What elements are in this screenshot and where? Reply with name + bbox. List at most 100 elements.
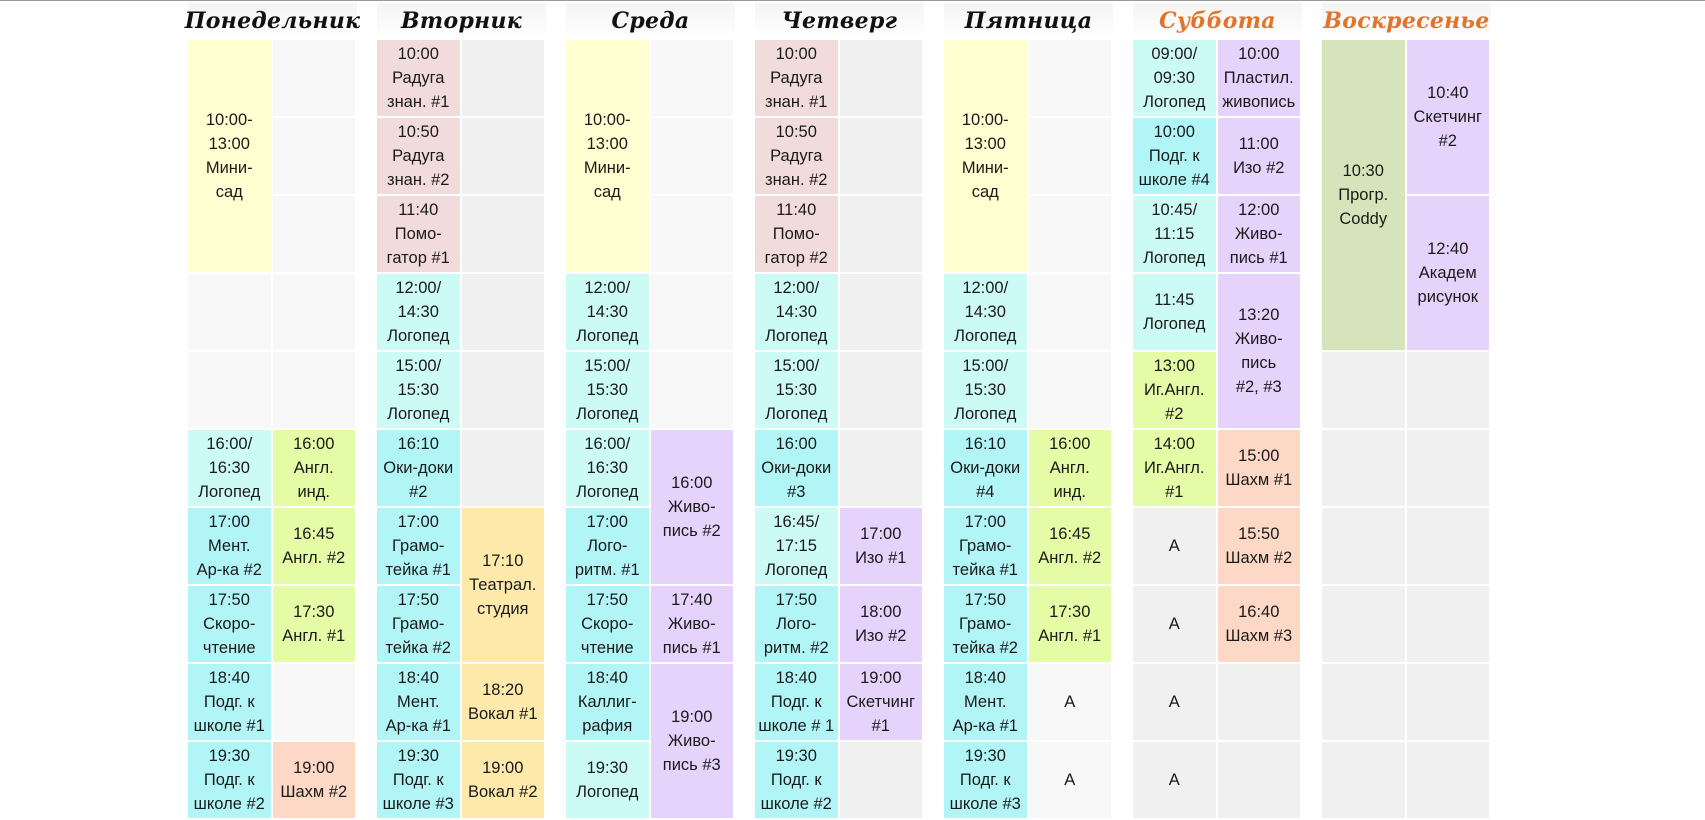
day-header: Вторник bbox=[377, 3, 546, 38]
empty-cell bbox=[1217, 742, 1302, 820]
schedule-cell: 10:00- 13:00 Мини- сад bbox=[188, 40, 273, 274]
empty-cell bbox=[650, 118, 735, 196]
day-header: Четверг bbox=[755, 3, 924, 38]
schedule-cell: 16:10 Оки-доки #2 bbox=[377, 430, 462, 508]
empty-cell bbox=[839, 196, 924, 274]
empty-cell bbox=[1322, 664, 1407, 742]
day-header: Пятница bbox=[944, 3, 1113, 38]
schedule-cell: 18:20 Вокал #1 bbox=[461, 664, 546, 742]
schedule-cell: 16:00 Англ. инд. bbox=[1028, 430, 1113, 508]
empty-cell bbox=[1406, 352, 1491, 430]
schedule-cell: 10:50 Радуга знан. #2 bbox=[755, 118, 840, 196]
empty-cell bbox=[839, 352, 924, 430]
schedule-cell: 17:50 Лого- ритм. #2 bbox=[755, 586, 840, 664]
schedule-cell: А bbox=[1133, 664, 1218, 742]
empty-cell bbox=[461, 118, 546, 196]
schedule-cell: 17:50 Скоро- чтение bbox=[566, 586, 651, 664]
schedule-cell: 19:30 Логопед bbox=[566, 742, 651, 820]
empty-cell bbox=[1406, 664, 1491, 742]
empty-cell bbox=[839, 430, 924, 508]
empty-cell bbox=[1028, 118, 1113, 196]
empty-cell bbox=[1217, 664, 1302, 742]
schedule-cell: 18:40 Мент. Ар-ка #1 bbox=[377, 664, 462, 742]
schedule-cell: 12:40 Академ рисунок bbox=[1406, 196, 1491, 352]
schedule-cell: 16:00 Англ. инд. bbox=[272, 430, 357, 508]
empty-cell bbox=[1406, 508, 1491, 586]
empty-cell bbox=[272, 664, 357, 742]
schedule-cell: 16:10 Оки-доки #4 bbox=[944, 430, 1029, 508]
schedule-cell: 15:00/ 15:30 Логопед bbox=[944, 352, 1029, 430]
schedule-cell: 10:00 Подг. к школе #4 bbox=[1133, 118, 1218, 196]
schedule-cell: 10:00- 13:00 Мини- сад bbox=[566, 40, 651, 274]
empty-cell bbox=[1322, 742, 1407, 820]
schedule-cell: 10:00- 13:00 Мини- сад bbox=[944, 40, 1029, 274]
schedule-cell: 16:00 Оки-доки #3 bbox=[755, 430, 840, 508]
schedule-cell: 11:00 Изо #2 bbox=[1217, 118, 1302, 196]
empty-cell bbox=[1322, 352, 1407, 430]
empty-cell bbox=[1406, 430, 1491, 508]
schedule-cell: 17:30 Англ. #1 bbox=[272, 586, 357, 664]
schedule-cell: 09:00/ 09:30 Логопед bbox=[1133, 40, 1218, 118]
empty-cell bbox=[272, 196, 357, 274]
empty-cell bbox=[1028, 196, 1113, 274]
schedule-cell: 17:00 Мент. Ар-ка #2 bbox=[188, 508, 273, 586]
schedule-cell: 17:30 Англ. #1 bbox=[1028, 586, 1113, 664]
empty-cell bbox=[461, 274, 546, 352]
empty-cell bbox=[272, 274, 357, 352]
schedule-cell: А bbox=[1133, 508, 1218, 586]
empty-cell bbox=[461, 430, 546, 508]
schedule-cell: 11:40 Помо- гатор #2 bbox=[755, 196, 840, 274]
empty-cell bbox=[650, 40, 735, 118]
schedule-cell: 19:30 Подг. к школе #3 bbox=[944, 742, 1029, 820]
schedule-cell: 10:00 Пластил. живопись bbox=[1217, 40, 1302, 118]
empty-cell bbox=[188, 274, 273, 352]
schedule-cell: 10:00 Радуга знан. #1 bbox=[755, 40, 840, 118]
empty-cell bbox=[1322, 508, 1407, 586]
empty-cell bbox=[650, 196, 735, 274]
schedule-cell: 19:00 Скетчинг #1 bbox=[839, 664, 924, 742]
schedule-cell: А bbox=[1133, 742, 1218, 820]
schedule-cell: 18:40 Каллиг- рафия bbox=[566, 664, 651, 742]
schedule-cell: 19:00 Вокал #2 bbox=[461, 742, 546, 820]
empty-cell bbox=[1406, 586, 1491, 664]
schedule-cell: 15:00 Шахм #1 bbox=[1217, 430, 1302, 508]
schedule-cell: 16:45/ 17:15 Логопед bbox=[755, 508, 840, 586]
empty-cell bbox=[1322, 430, 1407, 508]
schedule-cell: 17:50 Скоро- чтение bbox=[188, 586, 273, 664]
empty-cell bbox=[461, 40, 546, 118]
schedule-cell: 12:00/ 14:30 Логопед bbox=[755, 274, 840, 352]
schedule-cell: 16:45 Англ. #2 bbox=[1028, 508, 1113, 586]
schedule-cell: 11:40 Помо- гатор #1 bbox=[377, 196, 462, 274]
schedule-cell: 15:00/ 15:30 Логопед bbox=[566, 352, 651, 430]
schedule-cell: 10:40 Скетчинг #2 bbox=[1406, 40, 1491, 196]
day-header: Суббота bbox=[1133, 3, 1302, 38]
schedule-cell: 16:45 Англ. #2 bbox=[272, 508, 357, 586]
schedule-cell: 10:30 Прогр. Coddy bbox=[1322, 40, 1407, 352]
schedule-cell: 14:00 Иг.Англ. #1 bbox=[1133, 430, 1218, 508]
empty-cell bbox=[839, 274, 924, 352]
schedule-cell: 15:00/ 15:30 Логопед bbox=[755, 352, 840, 430]
schedule-cell: 18:40 Подг. к школе # 1 bbox=[755, 664, 840, 742]
schedule-cell: 17:40 Живо- пись #1 bbox=[650, 586, 735, 664]
schedule-cell: 15:50 Шахм #2 bbox=[1217, 508, 1302, 586]
schedule-cell: 17:00 Лого- ритм. #1 bbox=[566, 508, 651, 586]
schedule-cell: 16:40 Шахм #3 bbox=[1217, 586, 1302, 664]
schedule-cell: 16:00/ 16:30 Логопед bbox=[188, 430, 273, 508]
schedule-cell: 10:00 Радуга знан. #1 bbox=[377, 40, 462, 118]
schedule-cell: А bbox=[1028, 742, 1113, 820]
schedule-cell: 18:40 Мент. Ар-ка #1 bbox=[944, 664, 1029, 742]
day-header: Понедельник bbox=[185, 3, 360, 38]
schedule-cell: 17:00 Изо #1 bbox=[839, 508, 924, 586]
empty-cell bbox=[1028, 40, 1113, 118]
day-header: Воскресенье bbox=[1322, 3, 1491, 38]
schedule-cell: А bbox=[1133, 586, 1218, 664]
schedule-cell: 12:00/ 14:30 Логопед bbox=[944, 274, 1029, 352]
schedule-cell: 16:00 Живо- пись #2 bbox=[650, 430, 735, 586]
empty-cell bbox=[839, 742, 924, 820]
schedule-cell: 19:00 Шахм #2 bbox=[272, 742, 357, 820]
empty-cell bbox=[839, 40, 924, 118]
schedule-cell: 18:40 Подг. к школе #1 bbox=[188, 664, 273, 742]
schedule-cell: 17:00 Грамо- тейка #1 bbox=[944, 508, 1029, 586]
schedule-cell: 13:00 Иг.Англ. #2 bbox=[1133, 352, 1218, 430]
schedule-cell: 19:00 Живо- пись #3 bbox=[650, 664, 735, 820]
